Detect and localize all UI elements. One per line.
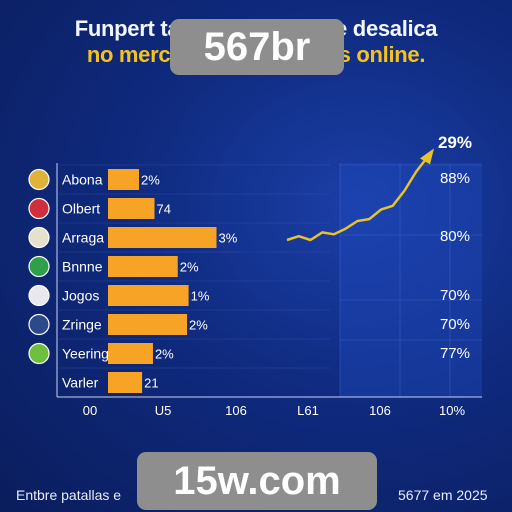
x-tick-label: 10% (439, 403, 465, 418)
category-label: Arraga (62, 230, 104, 246)
x-tick-label: 00 (83, 403, 97, 418)
bar (108, 314, 188, 335)
bar (108, 198, 155, 219)
x-tick-label: 106 (225, 403, 247, 418)
trend-peak-label: 29% (438, 133, 472, 152)
team-emblem-icon (28, 342, 50, 365)
team-emblem-icon (28, 226, 50, 249)
team-emblem-icon (28, 284, 50, 307)
bar-value-label: 74 (157, 202, 171, 217)
right-percent-label: 70% (440, 287, 470, 304)
bar (108, 227, 217, 248)
bar-value-label: 2% (155, 347, 174, 362)
bar-value-label: 3% (219, 231, 238, 246)
team-emblem-icon (28, 197, 50, 220)
category-label: Abona (62, 172, 103, 188)
footer-left: Entbre patallas e (16, 487, 122, 503)
team-emblem-icon (28, 255, 50, 278)
team-emblem-icon (28, 168, 50, 191)
right-panel (340, 163, 482, 397)
bar (108, 343, 153, 364)
bar-value-label: 21 (144, 376, 158, 391)
bar (108, 256, 178, 277)
x-tick-label: 106 (369, 403, 391, 418)
category-label: Bnnne (62, 259, 103, 275)
watermark-top: 567br (170, 19, 344, 75)
watermark-bottom: 15w.com (137, 452, 377, 510)
category-label: Varler (62, 375, 99, 391)
x-tick-label: U5 (155, 403, 172, 418)
bar-value-label: 2% (189, 318, 208, 333)
bar-value-label: 2% (180, 260, 199, 275)
category-label: Yeering (62, 346, 109, 362)
bar-value-label: 2% (141, 173, 160, 188)
bar-value-label: 1% (191, 289, 210, 304)
trend-arrow-icon (420, 148, 434, 165)
right-percent-label: 70% (440, 316, 470, 333)
category-label: Olbert (62, 201, 100, 217)
bar (108, 372, 143, 393)
category-label: Zringe (62, 317, 102, 333)
right-percent-label: 77% (440, 345, 470, 362)
team-emblem-icon (28, 313, 50, 336)
footer-right: 5677 em 2025 (398, 487, 488, 503)
x-tick-label: L61 (297, 403, 319, 418)
right-percent-label: 88% (440, 170, 470, 187)
right-percent-label: 80% (440, 228, 470, 245)
bar (108, 169, 139, 190)
trend-line (286, 155, 429, 242)
bar (108, 285, 189, 306)
category-label: Jogos (62, 288, 99, 304)
